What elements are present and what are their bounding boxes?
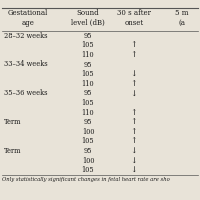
- Text: 100: 100: [82, 157, 94, 165]
- Text: ↓: ↓: [131, 157, 137, 165]
- Text: ↑: ↑: [131, 80, 137, 88]
- Text: ↓: ↓: [131, 89, 137, 97]
- Text: ↑: ↑: [131, 109, 137, 117]
- Text: 30 s after
onset: 30 s after onset: [117, 9, 151, 27]
- Text: 105: 105: [82, 70, 94, 78]
- Text: 100: 100: [82, 128, 94, 136]
- Text: Term: Term: [4, 118, 22, 126]
- Text: Sound
level (dB): Sound level (dB): [71, 9, 105, 27]
- Text: 95: 95: [84, 89, 92, 97]
- Text: ↑: ↑: [131, 118, 137, 126]
- Text: 105: 105: [82, 99, 94, 107]
- Text: 35–36 weeks: 35–36 weeks: [4, 89, 48, 97]
- Text: Term: Term: [4, 147, 22, 155]
- Text: ↓: ↓: [131, 166, 137, 174]
- Text: ↑: ↑: [131, 137, 137, 145]
- Text: 105: 105: [82, 166, 94, 174]
- Text: ↓: ↓: [131, 70, 137, 78]
- Text: 33–34 weeks: 33–34 weeks: [4, 60, 48, 68]
- Text: 95: 95: [84, 147, 92, 155]
- Text: 105: 105: [82, 41, 94, 49]
- Text: 5 m
(a: 5 m (a: [175, 9, 189, 27]
- Text: 95: 95: [84, 32, 92, 40]
- Text: Gestational
age: Gestational age: [8, 9, 48, 27]
- Text: 110: 110: [82, 109, 94, 117]
- Text: ↑: ↑: [131, 41, 137, 49]
- Text: 95: 95: [84, 61, 92, 69]
- Text: 28–32 weeks: 28–32 weeks: [4, 32, 48, 40]
- Text: ↑: ↑: [131, 128, 137, 136]
- Text: 110: 110: [82, 80, 94, 88]
- Text: 110: 110: [82, 51, 94, 59]
- Text: ↓: ↓: [131, 147, 137, 155]
- Text: 105: 105: [82, 137, 94, 145]
- Text: Only statistically significant changes in fetal heart rate are sho: Only statistically significant changes i…: [2, 177, 170, 182]
- Text: 95: 95: [84, 118, 92, 126]
- Text: ↑: ↑: [131, 51, 137, 59]
